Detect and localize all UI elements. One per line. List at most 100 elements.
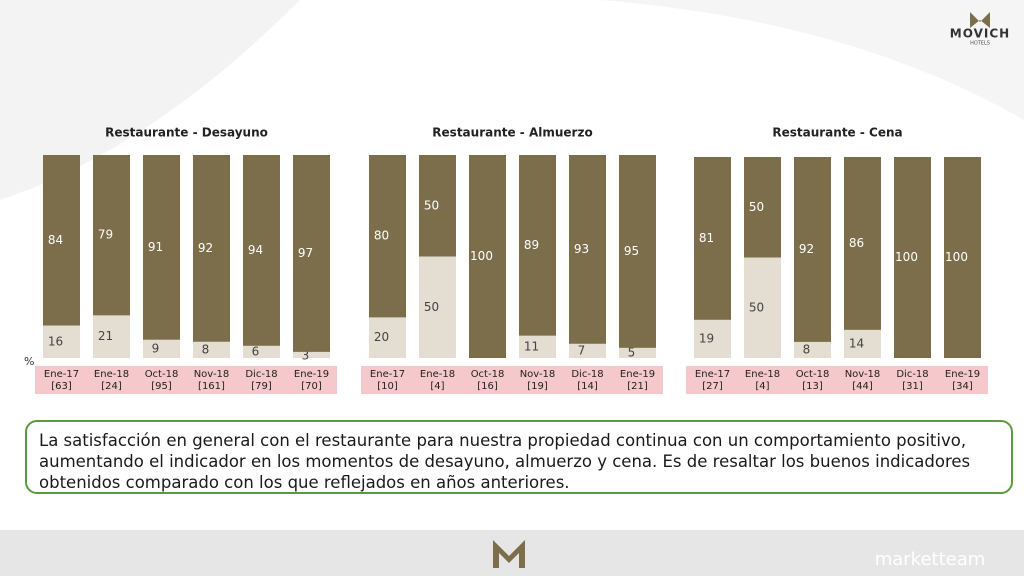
bar-segment [569,343,606,358]
value-label: 100 [895,250,918,264]
value-label: 16 [48,334,63,348]
bar-segment [419,155,456,257]
bar-segment [243,345,280,358]
value-label: 9 [152,341,160,355]
x-tick-label: Oct-18 [145,369,179,380]
value-label: 100 [470,249,493,263]
bar-segment [894,157,931,358]
bar-segment [143,155,180,340]
value-label: 94 [248,243,263,257]
footer-logo [493,540,525,568]
logo-brand: MOVICH [950,27,1010,41]
category-band [361,366,663,394]
x-tick-label: Oct-18 [796,369,830,380]
unit-label: % [24,355,34,368]
x-tick-label: Nov-18 [520,369,556,380]
value-label: 80 [374,229,389,243]
sample-size: [21] [627,381,648,392]
value-label: 86 [849,236,864,250]
chart-title: Restaurante - Cena [772,126,902,140]
sample-size: [10] [377,381,398,392]
value-label: 5 [628,345,636,359]
x-tick-label: Nov-18 [845,369,881,380]
value-label: 79 [98,228,113,242]
sample-size: [95] [151,381,172,392]
x-tick-label: Ene-19 [294,369,329,380]
value-label: 95 [624,244,639,258]
value-label: 20 [374,330,389,344]
sample-size: [14] [577,381,598,392]
value-label: 14 [849,336,864,350]
background-swoosh [0,0,300,200]
sample-size: [34] [952,381,973,392]
value-label: 81 [699,231,714,245]
bar-segment [519,155,556,336]
value-label: 93 [574,242,589,256]
value-label: 8 [803,342,811,356]
logo-sub: HOTELS [970,41,990,47]
bar-segment [369,317,406,358]
bar-segment [243,155,280,346]
bar-segment [419,256,456,358]
bar-segment [43,155,80,326]
bar-segment [469,155,506,358]
bar-segment [744,257,781,358]
bar-segment [844,157,881,330]
chart-title: Restaurante - Desayuno [105,126,268,140]
bar-segment [744,157,781,258]
chart-title: Restaurante - Almuerzo [432,126,592,140]
x-tick-label: Ene-19 [620,369,655,380]
bar-segment [193,155,230,342]
sample-size: [4] [430,381,444,392]
x-tick-label: Ene-19 [945,369,980,380]
value-label: 89 [524,238,539,252]
sample-size: [19] [527,381,548,392]
sample-size: [27] [702,381,723,392]
bar-segment [369,155,406,318]
sample-size: [161] [198,381,225,392]
value-label: 3 [302,348,310,362]
x-tick-label: Ene-17 [44,369,79,380]
x-tick-label: Oct-18 [471,369,505,380]
bar-segment [694,319,731,358]
sample-size: [31] [902,381,923,392]
value-label: 50 [749,200,764,214]
category-band [35,366,337,394]
sample-size: [44] [852,381,873,392]
bar-segment [619,155,656,348]
x-tick-label: Dic-18 [245,369,277,380]
bar-segment [619,347,656,358]
sample-size: [63] [51,381,72,392]
bar-segment [944,157,981,358]
value-label: 11 [524,339,539,353]
bar-segment [143,339,180,358]
bar-segment [43,325,80,358]
x-tick-label: Ene-18 [420,369,455,380]
value-label: 91 [148,240,163,254]
summary-box: La satisfacción en general con el restau… [25,420,1013,494]
sample-size: [13] [802,381,823,392]
x-tick-label: Dic-18 [896,369,928,380]
value-label: 97 [298,246,313,260]
value-label: 92 [799,242,814,256]
bar-segment [519,335,556,358]
category-band [686,366,988,394]
value-label: 50 [424,198,439,212]
value-label: 100 [945,250,968,264]
sample-size: [79] [251,381,272,392]
bar-segment [93,315,130,358]
sample-size: [70] [301,381,322,392]
bar-segment [193,341,230,358]
bar-segment [293,351,330,358]
background-swoosh [600,0,1024,120]
x-tick-label: Ene-17 [695,369,730,380]
value-label: 7 [578,343,586,357]
sample-size: [16] [477,381,498,392]
bar-segment [93,155,130,316]
value-label: 50 [749,300,764,314]
value-label: 92 [198,241,213,255]
value-label: 8 [202,342,210,356]
value-label: 6 [252,344,260,358]
